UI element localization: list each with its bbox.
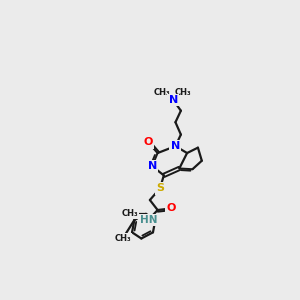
Text: N: N [169, 95, 178, 105]
Text: O: O [166, 203, 176, 214]
Text: S: S [156, 184, 164, 194]
Text: HN: HN [140, 215, 157, 225]
Text: CH₃: CH₃ [153, 88, 170, 97]
Text: CH₃: CH₃ [114, 234, 131, 243]
Text: N: N [171, 141, 180, 151]
Text: CH₃: CH₃ [122, 209, 138, 218]
Text: O: O [144, 137, 153, 147]
Text: CH₃: CH₃ [175, 88, 191, 97]
Text: N: N [148, 161, 157, 171]
